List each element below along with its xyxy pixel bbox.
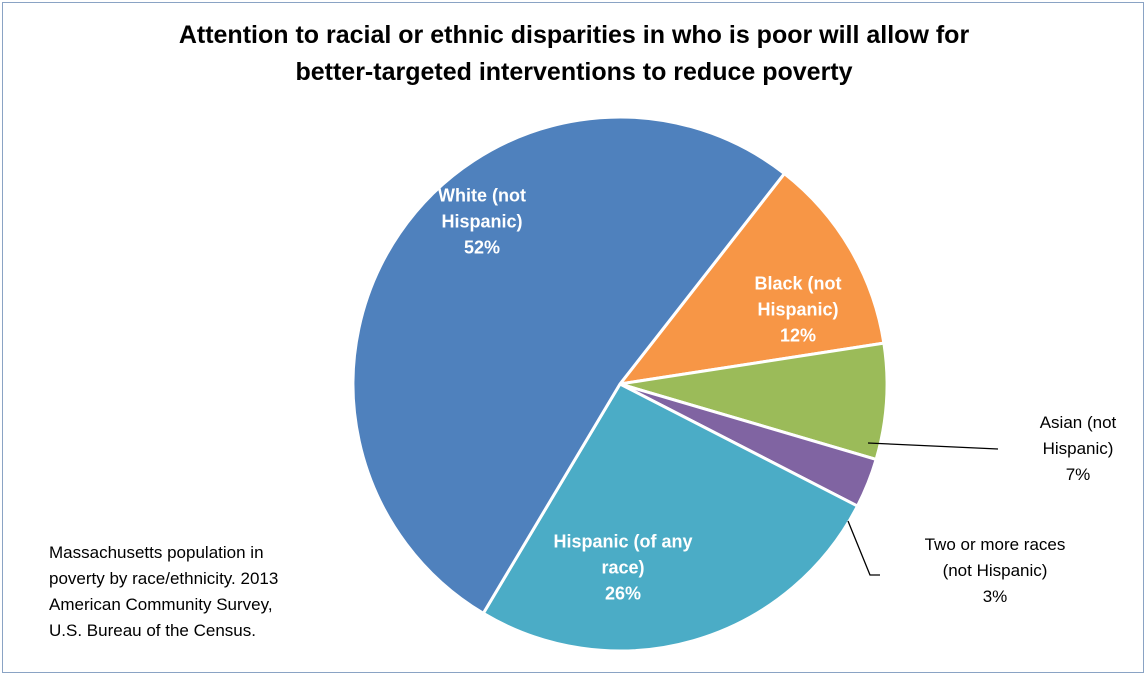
leader-line	[847, 520, 880, 576]
slice-data-label: Asian (not Hispanic) 7%	[1040, 413, 1117, 484]
slice-value-label: 7%	[1066, 465, 1091, 484]
slice-category-label: Two or more races	[925, 535, 1066, 554]
slice-data-label: Two or more races (not Hispanic) 3%	[925, 535, 1066, 606]
source-note: Massachusetts population in poverty by r…	[49, 540, 349, 644]
pie-slice	[351, 115, 786, 615]
slice-value-label: 12%	[780, 325, 816, 345]
slice-category-label: Asian (not	[1040, 413, 1117, 432]
pie-slice	[618, 172, 886, 386]
slice-category-label: Hispanic)	[757, 299, 838, 319]
slice-value-label: 3%	[983, 587, 1008, 606]
slice-data-label: Hispanic (of any race) 26%	[553, 531, 692, 603]
pie-slice	[481, 382, 859, 653]
slice-data-label: White (not Hispanic) 52%	[438, 185, 526, 257]
slice-category-label: race)	[601, 557, 644, 577]
slice-value-label: 52%	[464, 237, 500, 257]
pie-slice	[618, 341, 889, 461]
slice-data-label: Black (not Hispanic) 12%	[754, 273, 841, 345]
leader-line	[867, 442, 999, 450]
source-note-line-3: American Community Survey,	[49, 595, 273, 614]
slice-value-label: 26%	[605, 583, 641, 603]
source-note-line-2: poverty by race/ethnicity. 2013	[49, 569, 279, 588]
slice-category-label: Black (not	[754, 273, 841, 293]
source-note-line-1: Massachusetts population in	[49, 543, 264, 562]
source-note-line-4: U.S. Bureau of the Census.	[49, 621, 256, 640]
chart-title-line-2: better-targeted interventions to reduce …	[295, 58, 853, 86]
slice-category-label: (not Hispanic)	[943, 561, 1048, 580]
slice-category-label: White (not	[438, 185, 526, 205]
slice-category-label: Hispanic (of any	[553, 531, 692, 551]
slice-category-label: Hispanic)	[1043, 439, 1114, 458]
slice-category-label: Hispanic)	[441, 211, 522, 231]
chart-title: Attention to racial or ethnic disparitie…	[0, 17, 1148, 91]
chart-title-line-1: Attention to racial or ethnic disparitie…	[178, 21, 970, 49]
